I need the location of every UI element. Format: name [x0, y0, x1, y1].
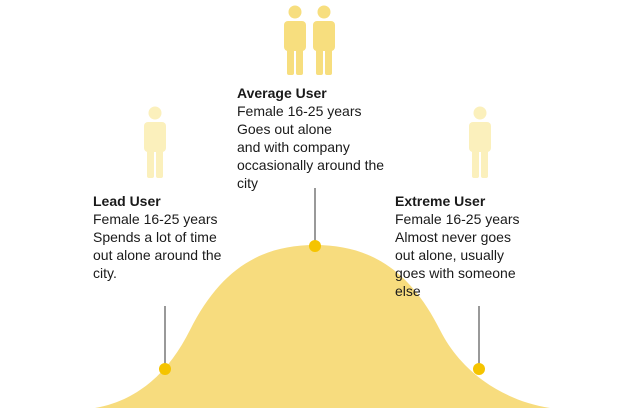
lead-user-line: Female 16-25 years: [93, 211, 218, 227]
extreme-marker-dot: [473, 363, 485, 375]
extreme-user-line: goes with someone: [395, 265, 516, 281]
extreme-user-figure: [467, 106, 493, 183]
average-user-line: occasionally around the: [237, 157, 385, 173]
average-user-line: city: [237, 175, 258, 191]
lead-marker-dot: [159, 363, 171, 375]
lead-user-title: Lead User: [93, 193, 161, 209]
person-pair-icon: [284, 5, 335, 75]
extreme-user-line: Almost never goes: [395, 229, 511, 245]
lead-user-block: Lead User Female 16-25 years Spends a lo…: [93, 192, 221, 282]
lead-user-line: city.: [93, 265, 117, 281]
lead-user-line: Spends a lot of time: [93, 229, 217, 245]
extreme-user-line: out alone, usually: [395, 247, 504, 263]
extreme-user-block: Extreme User Female 16-25 years Almost n…: [395, 192, 520, 300]
average-user-line: Female 16-25 years: [237, 103, 362, 119]
average-marker-dot: [309, 240, 321, 252]
extreme-user-line: Female 16-25 years: [395, 211, 520, 227]
extreme-user-line: else: [395, 283, 421, 299]
average-user-block: Average User Female 16-25 years Goes out…: [237, 84, 384, 192]
person-icon: [144, 106, 166, 178]
lead-user-figure: [142, 106, 168, 183]
average-user-line: Goes out alone: [237, 121, 332, 137]
lead-user-line: out alone around the: [93, 247, 222, 263]
person-icon: [469, 106, 491, 178]
average-user-figures: [282, 5, 338, 80]
average-user-line: and with company: [237, 139, 350, 155]
extreme-user-title: Extreme User: [395, 193, 486, 209]
average-user-title: Average User: [237, 85, 327, 101]
bell-curve: [95, 245, 550, 408]
